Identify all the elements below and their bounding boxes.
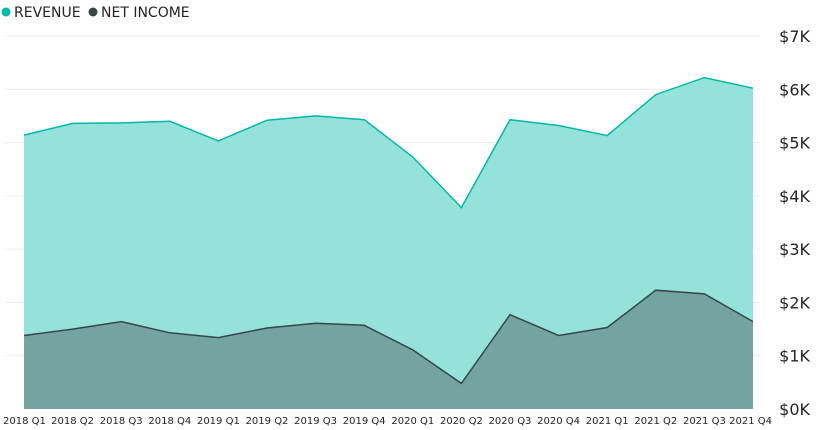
y-tick-label: $7K [779, 27, 810, 46]
data-point-net-income[interactable] [167, 330, 173, 336]
data-point-net-income[interactable] [701, 291, 707, 297]
data-point-net-income[interactable] [458, 380, 464, 386]
y-axis: $0K $1K $2K $3K $4K $5K $6K $7K [779, 27, 810, 419]
x-tick-label: 2019 Q1 [197, 416, 240, 427]
data-point-revenue[interactable] [556, 123, 562, 129]
series-line-net-income[interactable] [23, 289, 754, 385]
data-point-revenue[interactable] [264, 117, 270, 123]
data-point-net-income[interactable] [507, 312, 513, 318]
x-tick-label: 2021 Q1 [586, 416, 629, 427]
x-tick-label: 2019 Q3 [294, 416, 337, 427]
legend-label-revenue: REVENUE [14, 5, 81, 21]
data-point-revenue[interactable] [167, 118, 173, 124]
data-point-revenue[interactable] [361, 117, 367, 123]
data-point-revenue[interactable] [507, 117, 513, 123]
x-tick-label: 2020 Q1 [391, 416, 434, 427]
x-tick-label: 2020 Q3 [489, 416, 532, 427]
data-point-net-income[interactable] [118, 319, 124, 325]
x-axis: 2018 Q1 2018 Q2 2018 Q3 2018 Q4 2019 Q1 2019 … [3, 416, 772, 427]
legend-marker-revenue [1, 7, 11, 17]
legend-item-revenue[interactable]: REVENUE [1, 5, 81, 21]
legend-label-net-income: NET INCOME [101, 5, 190, 21]
x-tick-label: 2021 Q3 [683, 416, 726, 427]
data-point-revenue[interactable] [70, 120, 76, 126]
x-tick-label: 2021 Q2 [634, 416, 677, 427]
x-tick-label: 2019 Q2 [246, 416, 289, 427]
legend-marker-net-income [88, 7, 98, 17]
y-tick-label: $5K [779, 134, 810, 153]
data-point-net-income[interactable] [410, 347, 416, 353]
data-point-net-income[interactable] [604, 324, 610, 330]
data-point-net-income[interactable] [313, 320, 319, 326]
data-point-revenue[interactable] [701, 75, 707, 81]
x-tick-label: 2020 Q4 [537, 416, 580, 427]
y-tick-label: $6K [779, 80, 810, 99]
x-tick-label: 2019 Q4 [343, 416, 386, 427]
x-tick-label: 2021 Q4 [729, 416, 772, 427]
data-point-revenue[interactable] [750, 85, 756, 91]
data-point-revenue[interactable] [410, 154, 416, 160]
plot-area [21, 75, 756, 409]
y-tick-label: $2K [779, 293, 810, 312]
y-tick-label: $0K [779, 400, 810, 419]
series-area-revenue[interactable] [24, 77, 753, 409]
series-area-net-income[interactable] [24, 290, 753, 409]
data-point-net-income[interactable] [750, 319, 756, 325]
data-point-revenue[interactable] [215, 138, 221, 144]
legend: REVENUE NET INCOME [1, 5, 190, 21]
y-tick-label: $3K [779, 240, 810, 259]
x-tick-label: 2018 Q2 [51, 416, 94, 427]
data-point-revenue[interactable] [21, 132, 27, 138]
x-tick-label: 2018 Q3 [100, 416, 143, 427]
x-tick-label: 2018 Q4 [148, 416, 191, 427]
data-point-revenue[interactable] [118, 120, 124, 126]
data-point-revenue[interactable] [458, 205, 464, 211]
x-tick-label: 2020 Q2 [440, 416, 483, 427]
data-point-revenue[interactable] [653, 92, 659, 98]
data-point-net-income[interactable] [653, 287, 659, 293]
y-tick-label: $4K [779, 187, 810, 206]
data-point-revenue[interactable] [604, 133, 610, 139]
data-point-net-income[interactable] [70, 326, 76, 332]
data-point-net-income[interactable] [215, 335, 221, 341]
legend-item-net-income[interactable]: NET INCOME [88, 5, 190, 21]
data-point-net-income[interactable] [21, 332, 27, 338]
x-tick-label: 2018 Q1 [3, 416, 46, 427]
data-point-net-income[interactable] [556, 332, 562, 338]
data-point-net-income[interactable] [264, 325, 270, 331]
y-tick-label: $1K [779, 347, 810, 366]
data-point-net-income[interactable] [361, 322, 367, 328]
series-line-revenue[interactable] [23, 76, 754, 209]
data-point-revenue[interactable] [313, 113, 319, 119]
